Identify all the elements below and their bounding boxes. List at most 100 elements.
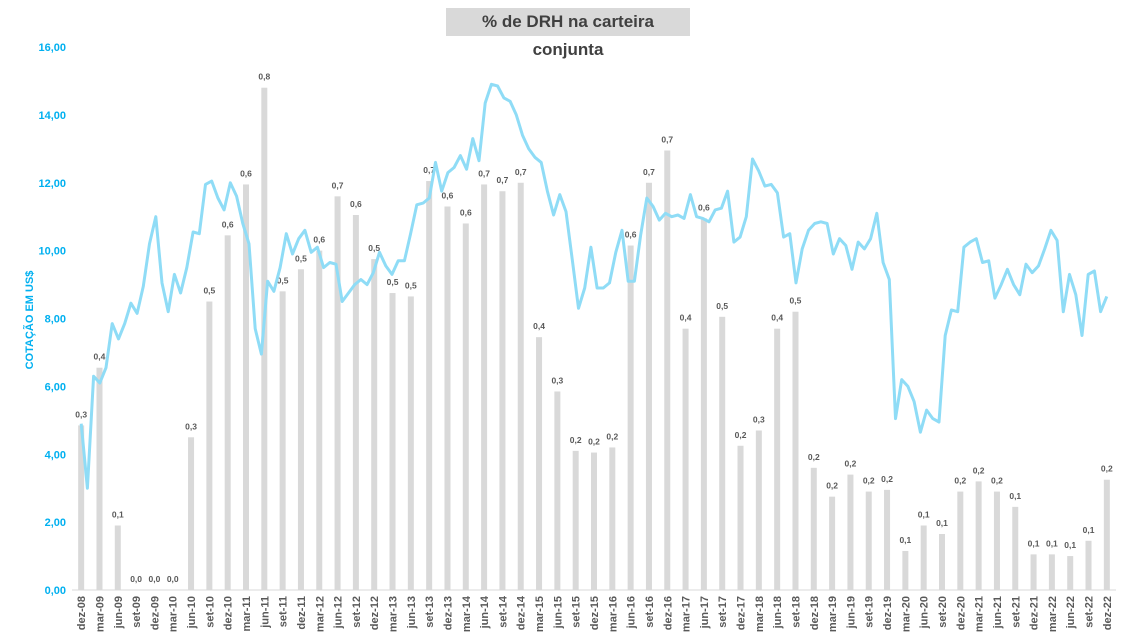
bar-data-label: 0,1 [112,510,124,520]
bar-data-label: 0,5 [790,296,802,306]
x-tick-label: dez-10 [223,596,235,630]
x-tick-label: dez-19 [882,596,894,630]
bar-data-label: 0,6 [460,207,472,217]
bar [993,491,1000,590]
bar-data-label: 0,3 [551,375,563,385]
bar [316,250,323,590]
bar [261,87,268,590]
x-tick-label: jun-18 [772,596,784,629]
bar-data-label: 0,5 [295,253,307,263]
x-tick-label: set-16 [644,596,656,628]
bar [645,182,652,590]
bar-data-label: 0,6 [240,168,252,178]
bar-data-label: 0,5 [277,275,289,285]
bar-data-label: 0,1 [899,535,911,545]
x-tick-label: set-18 [790,596,802,628]
bar [371,259,378,590]
bar [627,245,634,591]
y-tick-label: 12,00 [38,178,66,190]
bar-data-label: 0,2 [863,476,875,486]
bar [902,550,909,590]
bar [389,293,396,590]
bar-data-label: 0,1 [1064,540,1076,550]
x-tick-label: dez-08 [76,596,88,630]
bar-data-label: 0,7 [497,175,509,185]
bar-data-label: 0,2 [954,476,966,486]
bar-data-label: 0,0 [130,574,142,584]
bar-data-label: 0,6 [222,219,234,229]
bar [444,206,451,590]
x-tick-label: set-20 [937,596,949,628]
bar [939,534,945,590]
bar [682,328,689,590]
x-tick-label: mar-14 [461,595,473,632]
bar [755,430,762,590]
bar [279,291,286,590]
x-tick-label: dez-18 [809,596,821,630]
x-tick-label: dez-21 [1029,596,1041,630]
bar-data-label: 0,1 [1028,538,1040,548]
bar [1048,554,1055,590]
bar-data-label: 0,5 [387,277,399,287]
bar-data-label: 0,6 [625,230,637,240]
x-tick-label: set-21 [1010,596,1022,628]
x-tick-label: set-09 [131,596,143,628]
bar [352,214,359,590]
x-tick-label: mar-16 [607,596,619,632]
bar-data-label: 0,7 [332,180,344,190]
bar-data-label: 0,0 [167,574,179,584]
bar-data-label: 0,2 [735,430,747,440]
bar-data-label: 0,7 [643,167,655,177]
x-tick-label: jun-11 [259,596,271,629]
bar [407,296,414,590]
bar-data-label: 0,0 [149,574,161,584]
bar-data-label: 0,4 [680,313,692,323]
bar [884,489,891,590]
bar-data-label: 0,1 [936,518,948,528]
bar [517,182,524,590]
bar [572,450,579,590]
bar-data-label: 0,2 [991,476,1003,486]
bar-data-label: 0,6 [698,202,710,212]
bar-data-label: 0,2 [1101,464,1113,474]
bar [737,445,744,590]
x-axis-ticks: dez-08 mar-09 jun-09 set-09 dez-09 mar-10 jun-… [76,595,1114,632]
x-tick-label: set-13 [424,596,436,628]
x-tick-label: mar-15 [534,596,546,632]
x-tick-label: mar-19 [827,596,839,632]
bar [114,525,121,590]
x-tick-label: dez-13 [442,596,454,630]
bar-series [78,87,1110,591]
x-tick-label: mar-20 [900,596,912,632]
y-tick-label: 10,00 [38,246,66,258]
bar-data-labels: 0,3 0,4 0,1 0,0 0,0 0,0 0,3 0,5 0,6 0,6 0,8 0,5 0,5 0… [75,72,1113,584]
chart-title: % de DRH na carteira conjunta [446,8,690,59]
bar-data-label: 0,1 [918,510,930,520]
bar-data-label: 0,4 [771,313,783,323]
bar [554,391,561,590]
bar [609,447,616,590]
bar [206,301,213,590]
x-tick-label: jun-10 [186,596,198,629]
x-tick-label: jun-22 [1065,596,1077,629]
x-tick-label: mar-17 [681,596,693,632]
x-tick-label: set-15 [571,596,583,628]
bar-data-label: 0,8 [258,72,270,82]
bar-data-label: 0,3 [75,409,87,419]
x-tick-label: mar-09 [94,596,106,632]
bar-data-label: 0,1 [1009,491,1021,501]
y-tick-label: 16,00 [38,42,66,54]
bar-data-label: 0,4 [94,352,106,362]
bar-data-label: 0,6 [442,191,454,201]
x-tick-label: dez-16 [662,596,674,630]
price-line [79,82,1109,490]
bar [224,235,231,590]
bar-data-label: 0,2 [808,452,820,462]
bar-data-label: 0,1 [1046,538,1058,548]
bar-data-label: 0,4 [533,321,545,331]
y-tick-label: 14,00 [38,110,66,122]
x-tick-label: dez-14 [516,595,528,630]
bar [920,525,927,590]
bar [719,316,726,590]
